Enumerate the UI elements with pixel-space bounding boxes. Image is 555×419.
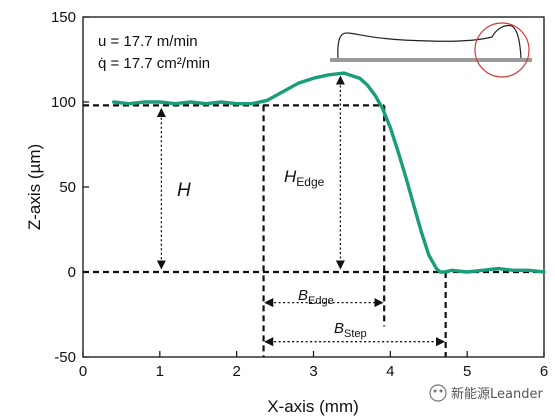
series-0-point-17 [366,84,368,86]
series-0-point-22 [405,176,407,178]
x-tick-label-3: 3 [309,363,317,380]
y-tick-label-150: 150 [51,9,76,26]
series-0-point-18 [374,94,376,96]
series-0-point-8 [236,103,238,105]
series-0-point-28 [443,271,445,273]
label-h-edge-sub: Edge [296,175,324,189]
label-h: H [177,180,191,201]
inset-substrate [330,58,532,62]
series-0-point-3 [159,101,161,103]
series-0-point-34 [528,270,530,272]
label-b-edge: BEdge [298,287,334,307]
inset-schematic [330,22,532,78]
label-b-edge-sub: Edge [308,295,334,307]
series-0-point-0 [113,101,115,103]
watermark-logo-dot-2 [439,389,443,393]
series-0-point-2 [144,101,146,103]
series-line-0 [112,71,546,274]
series-0-point-21 [397,151,399,153]
y-tick-label-50: 50 [59,179,76,196]
series-0-point-4 [174,103,176,105]
series-0-point-16 [359,77,361,79]
series-0-point-23 [413,203,415,205]
x-tick-label-6: 6 [540,363,548,380]
series-0-point-32 [497,268,499,270]
inset-profile-line [337,24,522,59]
param-flow: q̇ = 17.7 cm²/min [98,55,210,72]
series-0-point-25 [428,254,430,256]
y-tick-label-100: 100 [51,94,76,111]
series-0-point-35 [543,271,545,273]
watermark: 新能源Leander [429,384,543,402]
x-tick-label-5: 5 [463,363,471,380]
series-0-point-31 [482,270,484,272]
label-b-edge-main: B [298,287,308,304]
y-tick-label--50: -50 [54,349,76,366]
series-0-point-24 [420,230,422,232]
series-0-point-5 [190,101,192,103]
series-0-point-27 [439,271,441,273]
series-0-point-12 [297,83,299,85]
series-0-point-6 [205,103,207,105]
series-0-point-15 [343,72,345,74]
measure-arrows [156,75,446,347]
watermark-logo-icon [429,384,447,402]
series-group [112,71,546,274]
x-tick-label-4: 4 [386,363,394,380]
label-b-step-sub: Step [344,328,367,340]
label-b-step: BStep [334,320,367,340]
series-0-point-1 [128,103,130,105]
series-0-point-29 [451,270,453,272]
watermark-logo-dot [433,389,437,393]
series-0-point-26 [436,268,438,270]
series-0-point-20 [390,127,392,129]
x-tick-label-1: 1 [156,363,164,380]
label-h-edge-main: H [284,167,297,186]
series-0-point-14 [328,74,330,76]
x-axis-title: X-axis (mm) [267,397,359,416]
watermark-text: 新能源Leander [451,386,543,402]
series-0-point-19 [382,108,384,110]
series-0-point-9 [251,103,253,105]
label-b-step-main: B [334,320,344,337]
series-0-point-11 [282,91,284,93]
y-tick-label-0: 0 [68,264,76,281]
dashed-guides [83,104,544,357]
series-0-point-7 [221,101,223,103]
series-0-point-10 [267,100,269,102]
series-0-point-33 [512,270,514,272]
x-tick-label-2: 2 [232,363,240,380]
label-h-edge: HEdge [284,167,325,189]
param-speed: u = 17.7 m/min [98,33,198,50]
x-tick-label-0: 0 [79,363,87,380]
series-0-point-30 [466,271,468,273]
y-axis-title: Z-axis (µm) [25,144,44,230]
series-0-point-13 [313,77,315,79]
inset-edge-highlight-circle [474,22,530,78]
